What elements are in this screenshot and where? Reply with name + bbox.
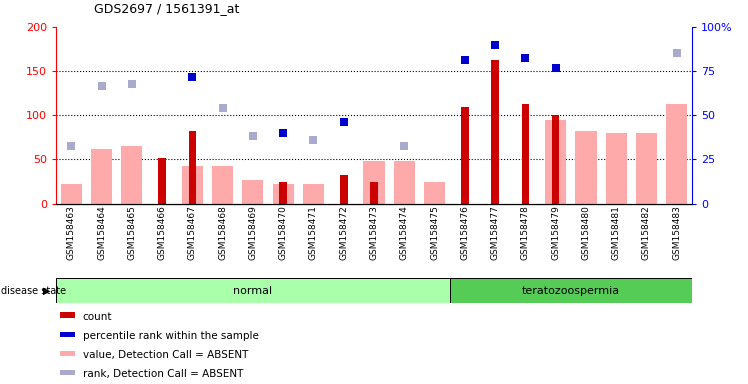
Bar: [60, 351, 75, 356]
Bar: [182, 166, 203, 204]
Bar: [340, 175, 348, 204]
Text: GSM158483: GSM158483: [672, 205, 681, 260]
Text: GSM158465: GSM158465: [127, 205, 136, 260]
Text: GSM158474: GSM158474: [399, 205, 408, 260]
Bar: [424, 182, 445, 204]
Text: percentile rank within the sample: percentile rank within the sample: [83, 331, 259, 341]
Text: GSM158470: GSM158470: [279, 205, 288, 260]
Text: GDS2697 / 1561391_at: GDS2697 / 1561391_at: [94, 2, 239, 15]
Bar: [188, 131, 196, 204]
Text: teratozoospermia: teratozoospermia: [522, 286, 620, 296]
Bar: [370, 182, 378, 204]
Text: GSM158475: GSM158475: [430, 205, 439, 260]
Bar: [91, 149, 112, 204]
Bar: [56, 278, 450, 303]
Bar: [60, 370, 75, 376]
Text: GSM158471: GSM158471: [309, 205, 318, 260]
Bar: [636, 133, 657, 204]
Bar: [242, 180, 263, 204]
Bar: [121, 146, 142, 204]
Text: GSM158468: GSM158468: [218, 205, 227, 260]
Bar: [491, 60, 499, 204]
Text: GSM158469: GSM158469: [248, 205, 257, 260]
Bar: [606, 133, 627, 204]
Text: disease state: disease state: [1, 286, 66, 296]
Bar: [666, 104, 687, 204]
Text: GSM158477: GSM158477: [491, 205, 500, 260]
Bar: [159, 157, 166, 204]
Text: GSM158473: GSM158473: [370, 205, 378, 260]
Bar: [303, 184, 324, 204]
Text: GSM158480: GSM158480: [581, 205, 590, 260]
Bar: [364, 161, 384, 204]
Bar: [60, 313, 75, 318]
Text: count: count: [83, 312, 112, 322]
Text: GSM158478: GSM158478: [521, 205, 530, 260]
Text: GSM158463: GSM158463: [67, 205, 76, 260]
Bar: [212, 166, 233, 204]
Text: GSM158482: GSM158482: [642, 205, 651, 260]
Text: rank, Detection Call = ABSENT: rank, Detection Call = ABSENT: [83, 369, 243, 379]
Text: GSM158467: GSM158467: [188, 205, 197, 260]
Bar: [61, 184, 82, 204]
Text: ▶: ▶: [43, 286, 50, 296]
Text: value, Detection Call = ABSENT: value, Detection Call = ABSENT: [83, 350, 248, 360]
Bar: [272, 184, 294, 204]
Bar: [280, 182, 287, 204]
Bar: [393, 161, 415, 204]
Bar: [545, 120, 566, 204]
Bar: [521, 104, 529, 204]
Bar: [60, 332, 75, 337]
Text: GSM158472: GSM158472: [340, 205, 349, 260]
Bar: [461, 107, 468, 204]
Text: GSM158476: GSM158476: [460, 205, 469, 260]
Bar: [575, 131, 596, 204]
Bar: [450, 278, 692, 303]
Text: GSM158479: GSM158479: [551, 205, 560, 260]
Text: GSM158464: GSM158464: [97, 205, 106, 260]
Text: GSM158466: GSM158466: [158, 205, 167, 260]
Text: GSM158481: GSM158481: [612, 205, 621, 260]
Text: normal: normal: [233, 286, 272, 296]
Bar: [552, 115, 560, 204]
